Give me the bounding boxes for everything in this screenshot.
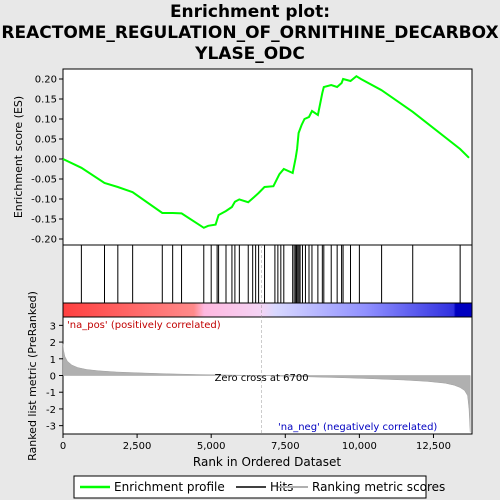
metric-y-tick-label: 1 bbox=[50, 355, 56, 366]
hit-markers bbox=[80, 245, 461, 303]
metric-y-axis-label: Ranked list metric (PreRanked) bbox=[26, 291, 39, 461]
es-plot-area bbox=[62, 68, 473, 246]
metric-x-axis: 0 2,500 5,000 7,500 10,000 12,500 bbox=[60, 434, 451, 452]
es-y-tick-label: -0.10 bbox=[31, 195, 57, 206]
x-tick-label: 10,000 bbox=[342, 441, 377, 452]
x-tick-label: 12,500 bbox=[416, 441, 451, 452]
metric-y-tick-label: 3 bbox=[50, 321, 56, 332]
es-y-tick-label: -0.05 bbox=[31, 175, 57, 186]
es-y-axis-label: Enrichment score (ES) bbox=[12, 96, 25, 218]
x-tick-label: 7,500 bbox=[271, 441, 300, 452]
es-y-tick-label: 0.05 bbox=[35, 135, 57, 146]
hits-plot-area bbox=[62, 244, 473, 304]
x-tick-label: 5,000 bbox=[197, 441, 226, 452]
es-y-tick-label: 0.20 bbox=[35, 75, 57, 86]
x-tick-label: 0 bbox=[60, 441, 66, 452]
ranked-metric-panel: Zero cross at 6700 'na_pos' (positively … bbox=[26, 245, 473, 469]
metric-y-tick-label: -1 bbox=[46, 388, 56, 399]
es-y-tick-label: 0.10 bbox=[35, 115, 57, 126]
es-y-tick-label: -0.15 bbox=[31, 215, 57, 226]
ranking-metric-area bbox=[62, 343, 471, 433]
es-y-tick-label: 0.15 bbox=[35, 95, 57, 106]
negative-label: 'na_neg' (negatively correlated) bbox=[278, 422, 437, 433]
metric-y-axis: 3 2 1 0 -1 -2 -3 bbox=[46, 321, 63, 433]
legend-metric-label: Ranking metric scores bbox=[312, 480, 445, 494]
ranking-color-bar bbox=[62, 302, 473, 318]
hits-panel bbox=[62, 244, 473, 318]
x-axis-label: Rank in Ordered Dataset bbox=[193, 455, 341, 469]
es-y-tick-label: -0.20 bbox=[31, 235, 57, 246]
es-y-axis: 0.20 0.15 0.10 0.05 0.00 -0.05 -0.10 -0.15 -0.20 bbox=[31, 75, 63, 246]
title-line-2: REACTOME_REGULATION_OF_ORNITHINE_DECARBO… bbox=[1, 23, 499, 43]
metric-y-tick-label: 2 bbox=[50, 338, 56, 349]
metric-y-tick-label: -2 bbox=[46, 405, 56, 416]
enrichment-profile-line bbox=[62, 74, 470, 229]
legend-enrichment-label: Enrichment profile bbox=[114, 480, 225, 494]
title-line-1: Enrichment plot: bbox=[169, 2, 331, 22]
positive-label: 'na_pos' (positively correlated) bbox=[67, 320, 221, 331]
chart-title: Enrichment plot: REACTOME_REGULATION_OF_… bbox=[0, 2, 500, 65]
metric-y-tick-label: 0 bbox=[50, 372, 56, 383]
legend: Enrichment profile Hits Ranking metric s… bbox=[73, 475, 445, 499]
title-line-3: YLASE_ODC bbox=[195, 44, 305, 64]
es-y-tick-label: 0.00 bbox=[35, 155, 57, 166]
enrichment-panel: 0.20 0.15 0.10 0.05 0.00 -0.05 -0.10 -0.15 -0.20… bbox=[12, 68, 473, 246]
zero-cross-label: Zero cross at 6700 bbox=[215, 373, 309, 384]
x-tick-label: 2,500 bbox=[123, 441, 152, 452]
metric-y-tick-label: -3 bbox=[46, 422, 56, 433]
